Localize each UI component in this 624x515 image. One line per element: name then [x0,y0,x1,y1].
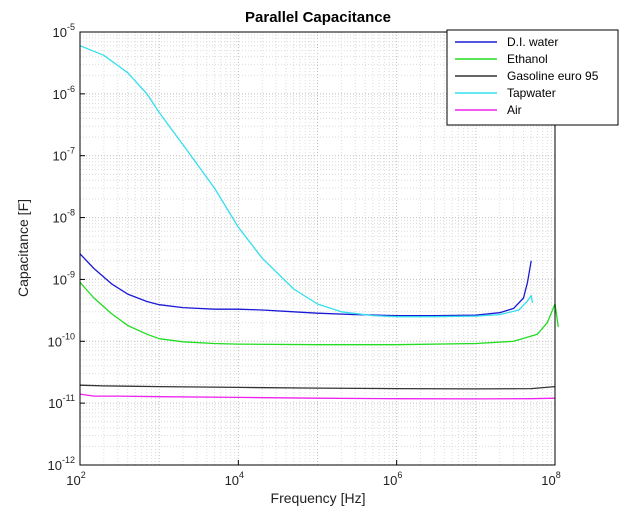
legend-label: Tapwater [507,86,556,100]
legend-label: Gasoline euro 95 [507,69,599,83]
x-tick-label: 106 [383,470,402,488]
x-tick-label: 102 [66,470,85,488]
x-tick-label: 104 [225,470,244,488]
y-tick-label: 10-8 [53,208,75,226]
series-line [79,45,534,318]
series-line [79,384,556,390]
chart-title: Parallel Capacitance [245,9,391,26]
series-line [79,281,559,346]
y-tick-label: 10-12 [48,455,75,473]
y-tick-label: 10-9 [53,269,75,287]
series-layer [79,45,559,400]
axis-ticks: 102 104 106 108 10-5 10-6 10-7 10-8 10-9 10-10 10-… [48,22,561,488]
y-tick-label: 10-7 [53,146,75,164]
y-tick-label: 10-10 [48,331,75,349]
legend: D.I. water Ethanol Gasoline euro 95 Tapwate… [446,29,619,126]
series-line [79,393,556,400]
x-tick-label: 108 [541,470,560,488]
x-axis-label: Frequency [Hz] [271,490,366,506]
plot-frame [79,31,556,466]
y-axis-label: Capacitance [F] [15,199,31,297]
y-tick-label: 10-11 [48,393,75,411]
y-tick-label: 10-6 [53,84,75,102]
legend-label: D.I. water [507,35,558,49]
legend-label: Air [507,103,522,117]
y-tick-label: 10-5 [53,22,75,40]
series-line [79,253,532,317]
legend-box [446,29,619,126]
legend-label: Ethanol [507,52,548,66]
grid [79,31,556,466]
